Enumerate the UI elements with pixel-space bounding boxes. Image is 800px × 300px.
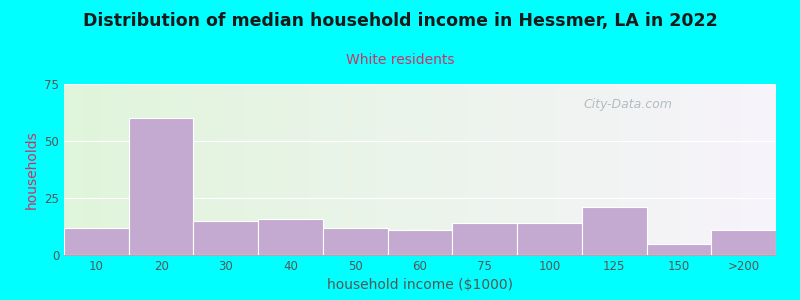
Text: City-Data.com: City-Data.com	[584, 98, 673, 111]
Bar	[388, 230, 452, 255]
X-axis label: household income ($1000): household income ($1000)	[327, 278, 513, 292]
Bar	[129, 118, 194, 255]
Bar	[711, 230, 776, 255]
Bar	[194, 221, 258, 255]
Bar	[64, 228, 129, 255]
Bar	[452, 223, 517, 255]
Y-axis label: households: households	[25, 130, 38, 209]
Bar	[517, 223, 582, 255]
Text: Distribution of median household income in Hessmer, LA in 2022: Distribution of median household income …	[82, 12, 718, 30]
Bar	[646, 244, 711, 255]
Text: White residents: White residents	[346, 53, 454, 67]
Bar	[582, 207, 646, 255]
Bar	[323, 228, 388, 255]
Bar	[258, 218, 323, 255]
